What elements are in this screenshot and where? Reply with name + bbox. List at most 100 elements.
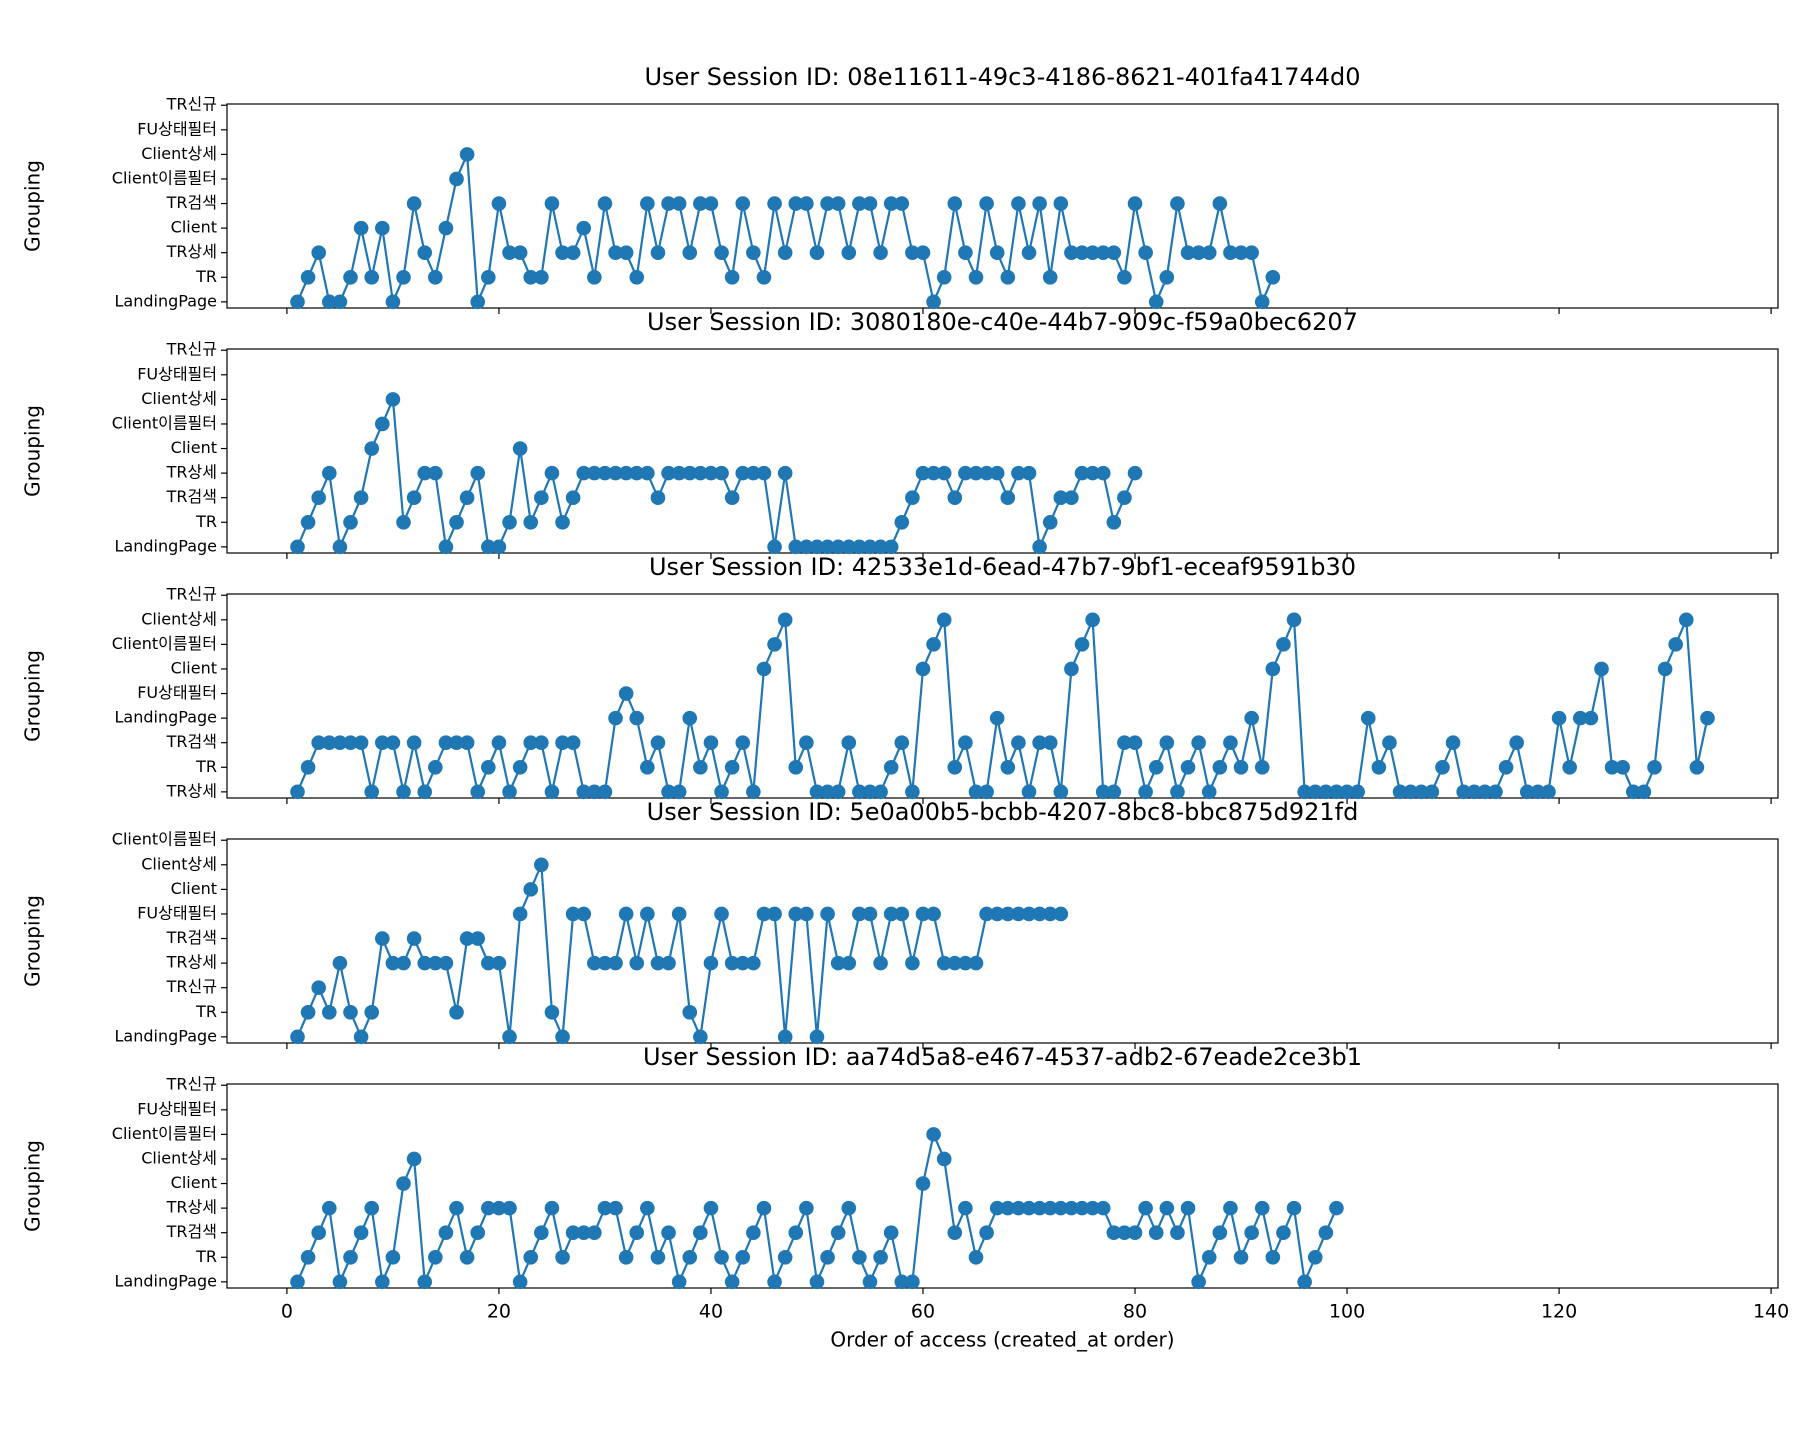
y-tick-label: LandingPage: [115, 708, 218, 727]
point: [947, 1225, 963, 1240]
y-tick-label: Client이름필터: [112, 413, 217, 432]
point: [915, 245, 931, 260]
point: [322, 294, 337, 310]
point: [841, 955, 857, 971]
point: [406, 735, 422, 750]
point: [788, 759, 804, 775]
point: [809, 1274, 825, 1290]
point: [1127, 1225, 1143, 1240]
plot-area: [226, 348, 1779, 554]
point: [523, 514, 539, 530]
point: [820, 906, 835, 922]
y-tick-label: Client상세: [141, 854, 217, 873]
point: [809, 245, 825, 260]
point: [1127, 465, 1143, 481]
point: [343, 1249, 358, 1265]
point: [1085, 1200, 1100, 1216]
point: [470, 931, 486, 946]
point: [300, 269, 316, 285]
point: [322, 1004, 337, 1020]
point: [406, 196, 422, 211]
y-tick-label: FU상태필터: [137, 1099, 217, 1118]
point: [565, 245, 581, 260]
point: [1403, 784, 1418, 800]
point: [777, 612, 793, 628]
point: [1095, 465, 1111, 481]
point: [364, 784, 380, 800]
point: [958, 955, 973, 971]
point: [300, 1004, 316, 1020]
point: [894, 196, 910, 211]
point: [1307, 1249, 1323, 1265]
point: [788, 196, 804, 211]
point: [343, 735, 358, 750]
point: [1053, 1200, 1069, 1216]
point: [724, 1274, 740, 1290]
y-tick-label: TR검색: [166, 928, 217, 947]
point: [830, 1225, 846, 1240]
point: [375, 735, 390, 750]
point: [724, 955, 740, 971]
point: [894, 1274, 910, 1290]
point: [587, 784, 602, 800]
point: [1064, 1200, 1079, 1216]
point: [1223, 245, 1238, 260]
subplot-title: User Session ID: 5e0a00b5-bcbb-4207-8bc8…: [647, 798, 1359, 826]
point: [841, 539, 857, 555]
y-tick-label: Client이름필터: [112, 830, 217, 849]
point: [481, 539, 496, 555]
point: [544, 1004, 560, 1020]
point: [1254, 759, 1270, 775]
point: [989, 1200, 1005, 1216]
point: [1668, 637, 1683, 652]
point: [1233, 759, 1249, 775]
point: [1032, 539, 1047, 555]
point: [756, 1200, 772, 1216]
point: [1138, 245, 1153, 260]
y-tick-label: Client: [171, 438, 217, 457]
point: [767, 906, 782, 922]
point: [905, 784, 920, 800]
point: [989, 245, 1005, 260]
y-tick-label: TR검색: [166, 732, 217, 751]
point: [502, 784, 517, 800]
point: [459, 735, 475, 750]
point: [1657, 661, 1673, 677]
point: [1244, 1225, 1259, 1240]
point: [894, 735, 910, 750]
point: [1085, 465, 1100, 481]
point: [915, 661, 931, 677]
point: [746, 784, 761, 800]
point: [820, 784, 835, 800]
plot-area: [226, 103, 1779, 309]
point: [693, 759, 708, 775]
point: [534, 269, 549, 285]
point: [926, 637, 941, 652]
point: [1117, 1225, 1132, 1240]
point: [682, 245, 698, 260]
point: [1011, 735, 1026, 750]
point: [459, 147, 475, 162]
point: [406, 490, 422, 505]
point: [703, 196, 719, 211]
point: [385, 294, 401, 310]
point: [576, 220, 592, 236]
point: [799, 1200, 814, 1216]
point: [1625, 784, 1641, 800]
point: [820, 196, 835, 211]
point: [512, 906, 528, 922]
point: [396, 784, 411, 800]
point: [1032, 1200, 1047, 1216]
point: [947, 490, 963, 505]
point: [1350, 784, 1365, 800]
point: [629, 269, 645, 285]
point: [926, 294, 941, 310]
point: [1095, 245, 1111, 260]
point: [1339, 784, 1355, 800]
point: [534, 490, 549, 505]
point: [979, 906, 994, 922]
point: [746, 245, 761, 260]
point: [714, 465, 729, 481]
point: [958, 245, 973, 260]
point: [671, 465, 687, 481]
